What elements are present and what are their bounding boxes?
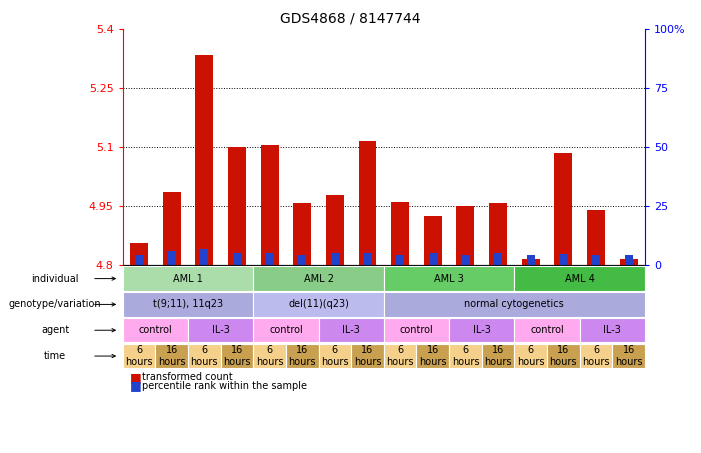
Bar	[396, 255, 404, 265]
Text: 16
hours: 16 hours	[484, 345, 512, 367]
Text: 6
hours: 6 hours	[125, 345, 153, 367]
Text: 6
hours: 6 hours	[256, 345, 283, 367]
Bar	[163, 193, 181, 265]
Text: AML 2: AML 2	[304, 274, 334, 284]
Bar	[461, 255, 470, 265]
Text: genotype/variation: genotype/variation	[9, 299, 102, 309]
Text: time: time	[44, 351, 67, 361]
Bar	[522, 259, 540, 265]
Bar	[326, 195, 343, 265]
Bar	[331, 253, 339, 265]
Text: ■: ■	[130, 371, 142, 384]
Bar	[489, 203, 507, 265]
Bar	[620, 259, 638, 265]
Bar	[135, 255, 143, 265]
Text: 16
hours: 16 hours	[158, 345, 185, 367]
Text: control: control	[269, 325, 303, 335]
Text: 6
hours: 6 hours	[583, 345, 610, 367]
Text: agent: agent	[41, 325, 69, 335]
Bar	[293, 203, 311, 265]
Text: ■: ■	[130, 379, 142, 392]
Bar	[526, 255, 535, 265]
Bar	[592, 255, 600, 265]
Text: 16
hours: 16 hours	[550, 345, 577, 367]
Bar	[298, 255, 306, 265]
Text: AML 1: AML 1	[173, 274, 203, 284]
Text: control: control	[138, 325, 172, 335]
Text: transformed count: transformed count	[142, 372, 233, 382]
Bar	[554, 153, 572, 265]
Text: control: control	[400, 325, 433, 335]
Bar	[391, 202, 409, 265]
Bar	[358, 141, 376, 265]
Text: control: control	[530, 325, 564, 335]
Text: 16
hours: 16 hours	[288, 345, 316, 367]
Bar	[261, 145, 278, 265]
Text: 6
hours: 6 hours	[386, 345, 414, 367]
Text: AML 3: AML 3	[434, 274, 464, 284]
Bar	[233, 253, 241, 265]
Bar	[494, 253, 502, 265]
Text: del(11)(q23): del(11)(q23)	[288, 299, 349, 309]
Bar	[228, 147, 246, 265]
Bar	[424, 216, 442, 265]
Bar	[196, 55, 213, 265]
Bar	[168, 251, 176, 265]
Text: IL-3: IL-3	[604, 325, 621, 335]
Bar	[559, 254, 567, 265]
Text: 6
hours: 6 hours	[191, 345, 218, 367]
Text: t(9;11), 11q23: t(9;11), 11q23	[153, 299, 223, 309]
Bar	[625, 255, 632, 265]
Text: IL-3: IL-3	[342, 325, 360, 335]
Text: percentile rank within the sample: percentile rank within the sample	[142, 381, 307, 390]
Text: 16
hours: 16 hours	[354, 345, 381, 367]
Bar	[266, 253, 273, 265]
Bar	[363, 253, 372, 265]
Bar	[200, 249, 208, 265]
Text: 16
hours: 16 hours	[223, 345, 251, 367]
Bar	[587, 210, 605, 265]
Text: AML 4: AML 4	[565, 274, 594, 284]
Bar	[456, 206, 475, 265]
Text: 6
hours: 6 hours	[321, 345, 348, 367]
Text: IL-3: IL-3	[472, 325, 491, 335]
Text: IL-3: IL-3	[212, 325, 229, 335]
Bar	[130, 243, 148, 265]
Text: 6
hours: 6 hours	[517, 345, 545, 367]
Bar	[429, 253, 437, 265]
Text: normal cytogenetics: normal cytogenetics	[465, 299, 564, 309]
Text: individual: individual	[32, 274, 79, 284]
Text: 16
hours: 16 hours	[419, 345, 447, 367]
Text: GDS4868 / 8147744: GDS4868 / 8147744	[280, 11, 421, 25]
Text: 16
hours: 16 hours	[615, 345, 642, 367]
Text: 6
hours: 6 hours	[451, 345, 479, 367]
